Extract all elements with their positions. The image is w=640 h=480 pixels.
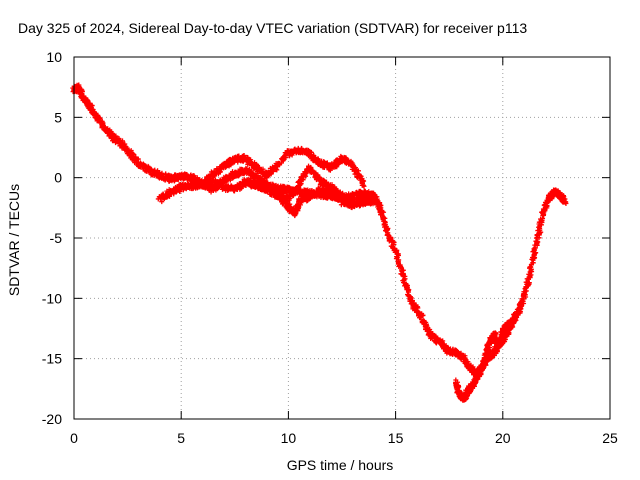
data-point <box>530 260 536 266</box>
data-point <box>531 247 537 253</box>
x-tick-label: 0 <box>70 430 78 446</box>
data-point <box>406 287 412 293</box>
data-point <box>523 294 529 300</box>
data-point <box>420 313 426 319</box>
x-tick-label: 25 <box>602 430 618 446</box>
data-point <box>123 146 129 152</box>
grid <box>74 57 610 419</box>
x-tick-label: 15 <box>388 430 404 446</box>
chart-title: Day 325 of 2024, Sidereal Day-to-day VTE… <box>18 20 528 36</box>
data-point <box>167 173 173 179</box>
x-tick-label: 5 <box>177 430 185 446</box>
x-tick-label: 10 <box>281 430 297 446</box>
x-axis-label: GPS time / hours <box>286 457 394 473</box>
y-tick-label: -15 <box>42 351 62 367</box>
y-tick-label: -20 <box>42 411 62 427</box>
y-tick-label: -5 <box>50 230 63 246</box>
data-point <box>538 229 544 235</box>
data-point <box>543 199 549 205</box>
x-tick-label: 20 <box>495 430 511 446</box>
data-point <box>526 276 532 282</box>
data-point <box>112 134 118 140</box>
axis-ticks: 0 5 10 15 20 25 -20 -15 -10 -5 0 5 10 <box>42 49 618 446</box>
data-point <box>539 218 545 224</box>
data-point <box>384 228 390 234</box>
y-tick-label: 10 <box>46 49 62 65</box>
data-series <box>70 82 569 403</box>
series-3 <box>241 176 378 219</box>
data-point <box>354 189 360 195</box>
y-tick-label: 0 <box>54 170 62 186</box>
y-tick-label: -10 <box>42 290 62 306</box>
data-point <box>396 257 402 263</box>
y-tick-label: 5 <box>54 109 62 125</box>
data-point <box>465 361 471 367</box>
